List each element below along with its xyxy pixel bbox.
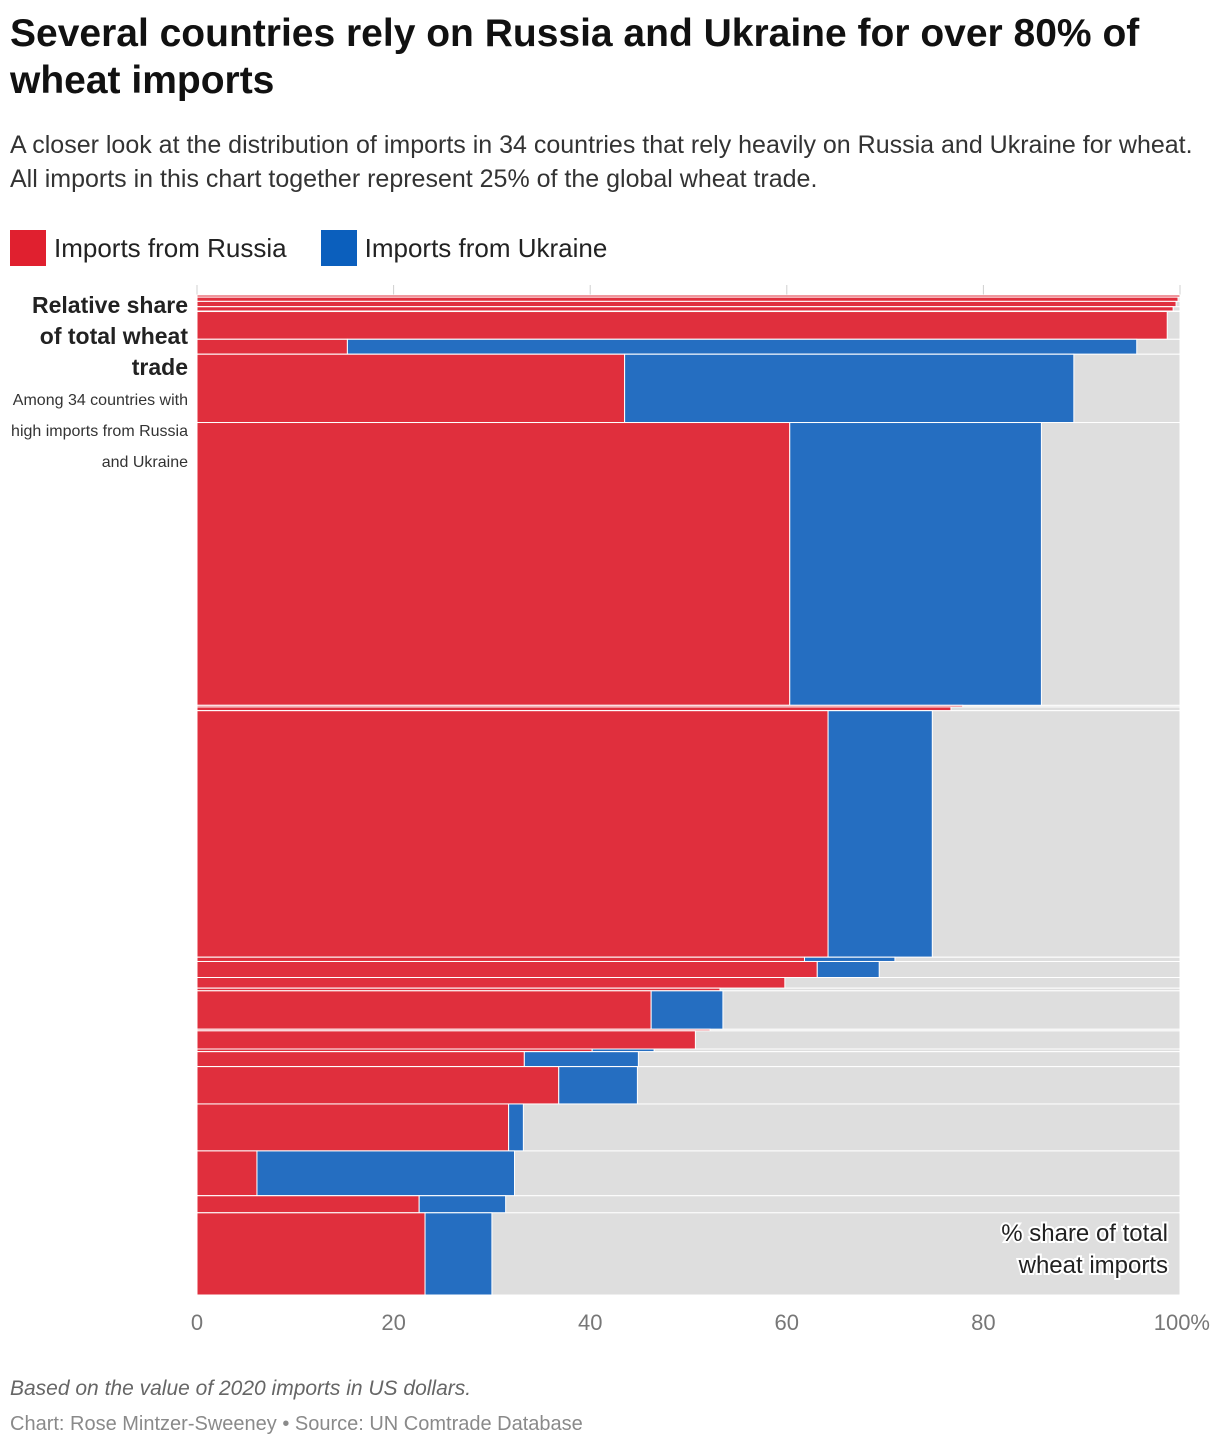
bar-segment-ukraine [624, 353, 1075, 424]
legend-swatch-russia [10, 230, 46, 266]
legend-label-ukraine: Imports from Ukraine [364, 232, 608, 263]
bar-segment-ukraine [424, 1212, 493, 1296]
bar-segment-ukraine [558, 1066, 638, 1105]
bar-row [196, 1150, 1181, 1197]
bar-row [196, 710, 1181, 958]
bar-segment-russia [196, 1066, 560, 1105]
bar-segment-russia [196, 422, 791, 706]
chart-subtitle: A closer look at the distribution of imp… [10, 131, 1193, 193]
bar-row [196, 956, 1181, 962]
bar-row [196, 960, 1181, 978]
bar-segment-russia [196, 296, 1179, 302]
bar-row [196, 1051, 1181, 1068]
bar-segment-ukraine [508, 1103, 524, 1152]
bar-row [196, 706, 1181, 712]
x-tick-label: 20 [381, 1310, 405, 1335]
bar-row [196, 296, 1181, 302]
bar-segment-russia [196, 706, 952, 712]
bar-row [196, 300, 1181, 308]
side-note: Relative share of total wheat trade Amon… [10, 290, 188, 478]
bar-row [196, 306, 1181, 312]
bar-segment-russia [196, 300, 1177, 308]
legend: Imports from Russia Imports from Ukraine [10, 230, 641, 266]
x-axis-label-line: wheat imports [1018, 1252, 1168, 1279]
x-axis-label-line: % share of total [1001, 1220, 1168, 1247]
bar-segment-russia [196, 976, 786, 989]
credit-line: Chart: Rose Mintzer-Sweeney • Source: UN… [10, 1413, 583, 1435]
legend-item-russia[interactable]: Imports from Russia [10, 230, 287, 266]
legend-label-russia: Imports from Russia [54, 232, 287, 263]
x-tick-label: 0 [191, 1310, 203, 1335]
bar-segment-russia [196, 1195, 420, 1214]
bar-row [196, 1103, 1181, 1152]
legend-item-ukraine[interactable]: Imports from Ukraine [320, 230, 608, 266]
bar-row [196, 353, 1181, 424]
x-tick-label: 80 [971, 1310, 995, 1335]
bar-segment-ukraine [650, 990, 724, 1030]
bar-segment-russia [196, 960, 818, 978]
bar-segment-russia [196, 306, 1174, 312]
bar-segment-russia [196, 956, 805, 962]
bars [196, 294, 1181, 1296]
bar-segment-russia [196, 338, 348, 355]
bar-segment-ukraine [803, 956, 896, 962]
bar-segment-russia [196, 311, 1168, 340]
bar-segment-russia [196, 1150, 258, 1197]
bar-segment-russia [196, 353, 626, 424]
x-tick-label: 60 [775, 1310, 799, 1335]
bar-row [196, 1195, 1181, 1214]
chart-title: Several countries rely on Russia and Ukr… [10, 12, 1140, 102]
x-tick-labels: 0 20 40 60 80 100% [191, 1310, 1210, 1335]
bar-row [196, 311, 1181, 340]
bar-segment-ukraine [523, 1051, 639, 1068]
bar-segment-ukraine [346, 338, 1138, 355]
bar-row [196, 976, 1181, 989]
bar-segment-russia [196, 1212, 426, 1296]
bar-segment-russia [196, 1030, 696, 1050]
bar-segment-russia [196, 710, 829, 958]
bar-row [196, 1212, 1181, 1296]
side-note-subtitle: Among 34 countries with high imports fro… [11, 392, 188, 471]
bar-row [196, 338, 1181, 355]
x-axis-label: % share of total wheat imports [999, 1218, 1170, 1281]
legend-swatch-ukraine [320, 230, 357, 266]
bar-segment-ukraine [418, 1195, 507, 1214]
bar-segment-ukraine [816, 960, 880, 978]
bar-segment-russia [196, 1051, 525, 1068]
bar-row [196, 422, 1181, 706]
side-note-title: Relative share of total wheat trade [32, 292, 188, 380]
bar-row [196, 1030, 1181, 1050]
x-tick-label: 40 [578, 1310, 602, 1335]
bar-segment-russia [196, 990, 652, 1030]
bar-row [196, 1066, 1181, 1105]
bar-row [196, 990, 1181, 1030]
bar-segment-ukraine [256, 1150, 516, 1197]
bar-segment-russia [196, 1103, 510, 1152]
bar-segment-ukraine [789, 422, 1042, 706]
x-tick-label: 100% [1154, 1310, 1210, 1335]
footnote: Based on the value of 2020 imports in US… [10, 1377, 472, 1400]
bar-segment-ukraine [827, 710, 933, 958]
